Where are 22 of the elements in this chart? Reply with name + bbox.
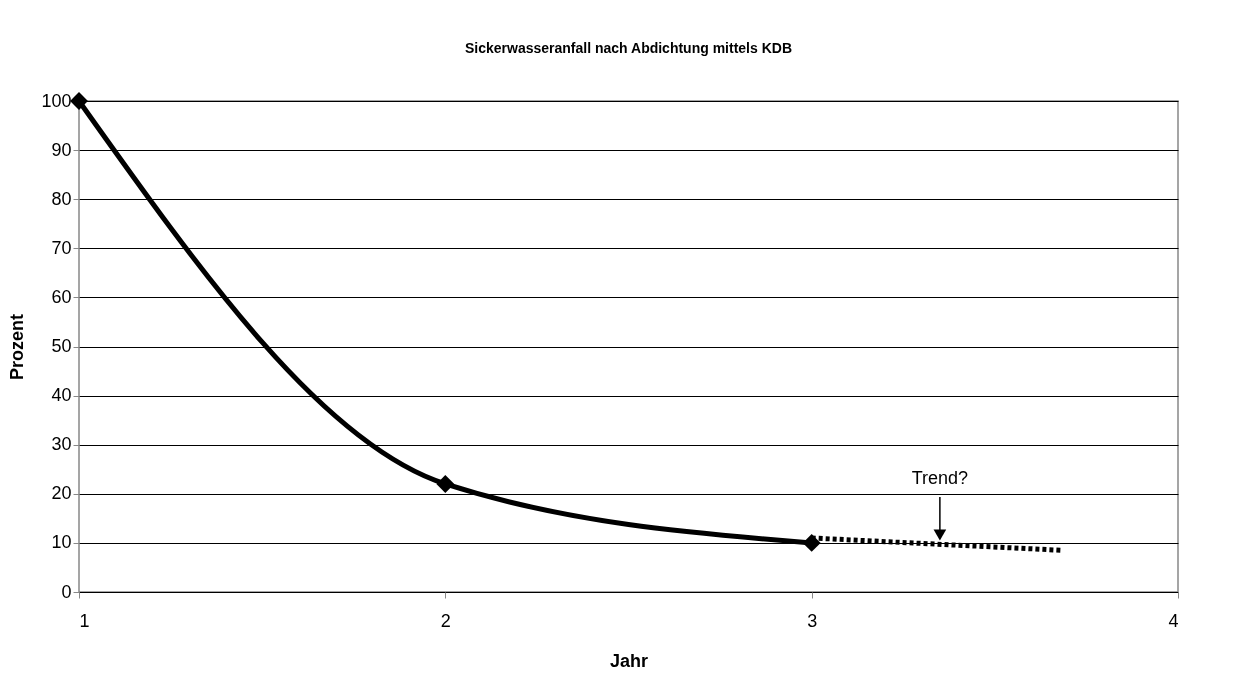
y-tick-label: 0 — [61, 581, 72, 602]
y-tick-label: 80 — [51, 188, 72, 209]
x-axis-title: Jahr — [609, 650, 649, 671]
y-tick-label: 50 — [51, 336, 72, 356]
point — [70, 92, 88, 110]
x-tick-label: 1 — [79, 610, 90, 631]
annotation: Trend? — [911, 467, 969, 488]
point — [436, 475, 455, 493]
x-tick-label: 4 — [1168, 610, 1179, 631]
y-tick-label: 10 — [51, 532, 72, 553]
x-tick-label: 2 — [440, 610, 451, 631]
y-axis-title: Prozent — [7, 313, 28, 381]
y-tick-label: 20 — [51, 483, 72, 504]
y-tick-label: 100 — [41, 90, 72, 111]
point — [802, 533, 821, 552]
y-tick-label: 90 — [51, 139, 72, 160]
chart-title: Sickerwasseranfall nach Abdichtung mittels KDB — [464, 40, 793, 56]
y-tick-label: 70 — [51, 237, 72, 258]
y-tick-label: 60 — [51, 286, 72, 307]
y-tick-label: 30 — [51, 434, 72, 455]
y-tick-label: 40 — [51, 385, 72, 406]
x-tick-label: 3 — [807, 610, 818, 631]
